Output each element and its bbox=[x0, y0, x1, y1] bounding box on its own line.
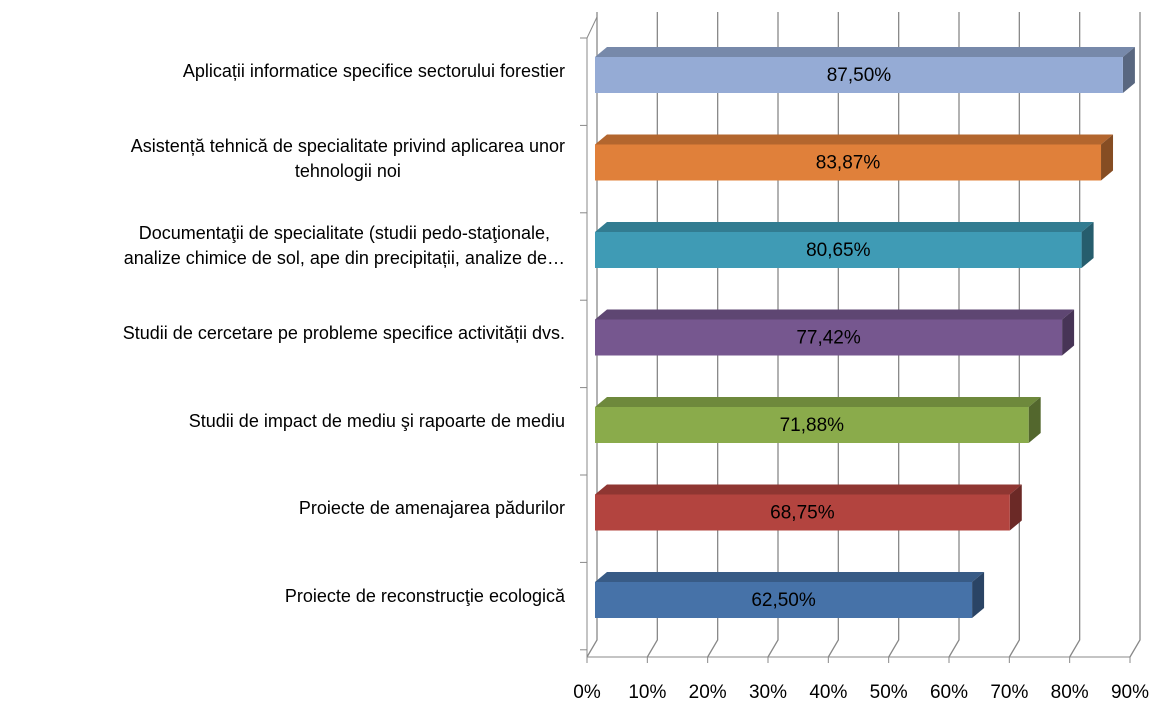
x-tick-label: 30% bbox=[749, 682, 787, 703]
x-tick-label: 20% bbox=[689, 682, 727, 703]
bar-side bbox=[1009, 484, 1022, 531]
x-tick-label: 50% bbox=[870, 682, 908, 703]
value-label: 80,65% bbox=[806, 240, 871, 261]
category-text: Studii de impact de mediu şi rapoarte de… bbox=[188, 410, 565, 431]
grid-line bbox=[646, 12, 658, 658]
value-label: 68,75% bbox=[770, 503, 835, 524]
bar bbox=[595, 309, 1075, 356]
bar-top bbox=[595, 397, 1041, 407]
bar bbox=[595, 47, 1135, 93]
grid-line bbox=[888, 12, 900, 658]
value-label: 83,87% bbox=[816, 153, 881, 174]
bar-top bbox=[595, 222, 1094, 232]
bar-front bbox=[595, 494, 1010, 531]
bar-top bbox=[595, 484, 1022, 495]
x-tick-label: 40% bbox=[809, 682, 847, 703]
bar-side bbox=[1062, 309, 1075, 356]
value-label: 62,50% bbox=[751, 590, 816, 611]
category-label: Proiecte de reconstrucţie ecologică bbox=[0, 584, 565, 609]
bar bbox=[595, 134, 1114, 181]
category-label: Documentaţii de specialitate (studii ped… bbox=[0, 221, 565, 271]
bar-front bbox=[595, 319, 1063, 356]
grid-line bbox=[1129, 12, 1141, 658]
grid-line bbox=[827, 12, 839, 658]
bar-side bbox=[1028, 397, 1041, 443]
bar-front bbox=[595, 407, 1029, 443]
x-tick-label: 60% bbox=[930, 682, 968, 703]
left-axis-depth bbox=[586, 16, 598, 39]
bar-top bbox=[595, 572, 985, 582]
category-text: Proiecte de amenajarea pădurilor bbox=[298, 498, 565, 518]
bar-top bbox=[595, 47, 1135, 57]
category-label: Asistență tehnică de specialitate privin… bbox=[0, 134, 565, 184]
value-label: 87,50% bbox=[827, 65, 892, 86]
bar bbox=[595, 572, 985, 618]
category-text: Studii de cercetare pe probleme specific… bbox=[122, 323, 565, 343]
bar bbox=[595, 222, 1094, 268]
grid-line bbox=[1069, 12, 1081, 658]
value-label: 77,42% bbox=[796, 328, 861, 349]
bar-front bbox=[595, 144, 1102, 181]
bar-side bbox=[972, 572, 985, 618]
category-text: Documentaţii de specialitate (studii ped… bbox=[123, 223, 565, 268]
value-label: 71,88% bbox=[780, 415, 845, 436]
grid-line bbox=[767, 12, 779, 658]
x-tick-label: 70% bbox=[990, 682, 1028, 703]
bar bbox=[595, 397, 1041, 443]
bar-side bbox=[1081, 222, 1094, 268]
category-text: Aplicații informatice specifice sectorul… bbox=[182, 60, 565, 81]
category-label: Proiecte de amenajarea pădurilor bbox=[0, 496, 565, 521]
x-tick-label: 0% bbox=[573, 682, 601, 703]
bar-top bbox=[595, 134, 1114, 145]
grid-line bbox=[948, 12, 960, 658]
x-tick-label: 80% bbox=[1051, 682, 1089, 703]
category-label: Studii de impact de mediu şi rapoarte de… bbox=[0, 409, 565, 434]
bar-front bbox=[595, 582, 973, 618]
grid-line bbox=[1008, 12, 1020, 658]
category-label: Aplicații informatice specifice sectorul… bbox=[0, 59, 565, 84]
bar-top bbox=[595, 309, 1075, 320]
bar-side bbox=[1122, 47, 1135, 93]
bar-front bbox=[595, 57, 1123, 93]
category-label: Studii de cercetare pe probleme specific… bbox=[0, 321, 565, 346]
bar bbox=[595, 484, 1022, 531]
category-text: Proiecte de reconstrucţie ecologică bbox=[284, 585, 565, 606]
grid-line bbox=[707, 12, 719, 658]
bar-side bbox=[1101, 134, 1114, 181]
x-tick-label: 90% bbox=[1111, 682, 1149, 703]
x-tick-label: 10% bbox=[628, 682, 666, 703]
category-text: Asistență tehnică de specialitate privin… bbox=[130, 135, 565, 181]
grid-line bbox=[586, 12, 598, 658]
bar-front bbox=[595, 232, 1082, 268]
